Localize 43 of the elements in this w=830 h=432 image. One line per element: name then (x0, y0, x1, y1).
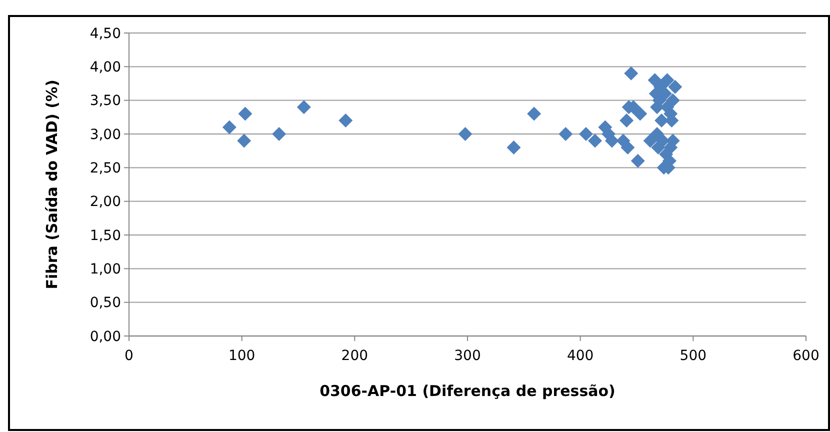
x-tick-label: 300 (454, 348, 481, 364)
point (630, 154, 645, 168)
x-tick-label: 400 (566, 348, 594, 364)
point (222, 120, 236, 134)
x-axis-title: 0306-AP-01 (Diferença de pressão) (320, 382, 616, 400)
point (506, 140, 521, 154)
y-tick-label: 2,00 (90, 194, 121, 210)
y-tick-label: 0,00 (90, 328, 121, 345)
y-axis-title: Fibra (Saída do VAD) (%) (43, 80, 61, 290)
x-tick-label: 600 (792, 348, 820, 364)
point (668, 80, 682, 94)
y-tick-label: 1,00 (90, 262, 121, 278)
point (458, 127, 472, 141)
point (666, 93, 680, 108)
point (656, 134, 670, 148)
x-tick-label: 100 (228, 348, 256, 364)
point (624, 66, 638, 80)
y-tick-label: 3,50 (90, 93, 121, 110)
x-tick-label: 200 (341, 348, 368, 364)
point (620, 140, 635, 154)
point (527, 106, 542, 121)
y-tick-label: 4,00 (90, 60, 121, 76)
y-tick-label: 3,00 (90, 126, 121, 143)
y-tick-label: 0,50 (90, 295, 121, 312)
point (238, 106, 252, 121)
point (296, 100, 311, 114)
y-tick-label: 2,50 (90, 160, 121, 177)
point (604, 134, 619, 148)
point (338, 114, 353, 128)
point (578, 127, 593, 141)
point (643, 134, 658, 148)
point (654, 114, 669, 128)
point (620, 114, 634, 128)
point (588, 134, 602, 148)
point (558, 127, 573, 141)
x-tick-label: 0 (124, 348, 134, 364)
y-tick-label: 1,50 (90, 228, 121, 244)
point (660, 73, 674, 88)
point (237, 134, 252, 148)
point (272, 127, 286, 141)
x-tick-label: 500 (680, 348, 707, 364)
y-tick-label: 4,50 (90, 26, 121, 42)
point (633, 106, 648, 121)
